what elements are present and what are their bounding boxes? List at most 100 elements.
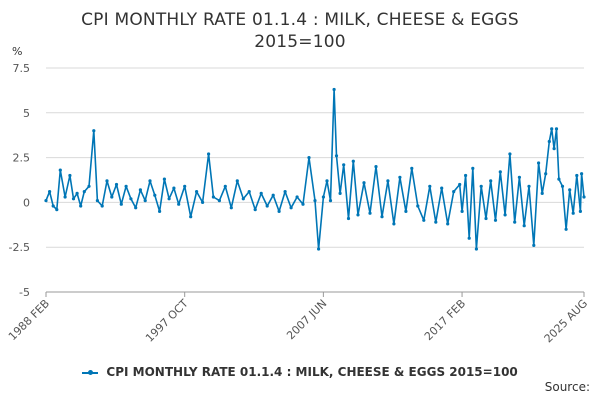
data-point [183, 184, 187, 188]
data-point [105, 179, 109, 183]
data-point [540, 191, 544, 195]
data-point [464, 173, 468, 178]
data-point [334, 154, 339, 158]
data-point [92, 129, 96, 133]
data-point [247, 190, 251, 194]
data-point [575, 173, 579, 178]
data-point [374, 165, 378, 169]
data-point [148, 179, 152, 183]
data-point [271, 193, 275, 197]
data-point [527, 184, 531, 188]
x-tick-label: 1997 OCT [143, 297, 191, 345]
data-point [295, 195, 299, 199]
data-point [143, 199, 147, 203]
legend-label: CPI MONTHLY RATE 01.1.4 : MILK, CHEESE &… [106, 365, 518, 379]
data-point [342, 163, 346, 167]
data-point [207, 152, 211, 156]
data-point [392, 222, 396, 226]
data-point [537, 161, 541, 165]
data-point [460, 209, 464, 213]
data-point [554, 127, 559, 131]
data-point [560, 184, 565, 188]
data-point [301, 202, 305, 206]
data-point [138, 188, 142, 192]
data-point [332, 87, 336, 92]
data-point [532, 243, 536, 247]
data-point [259, 191, 263, 195]
data-point [458, 182, 462, 187]
data-point [547, 139, 551, 144]
data-point [471, 166, 475, 170]
chart-title: CPI MONTHLY RATE 01.1.4 : MILK, CHEESE &… [81, 10, 519, 30]
data-point [325, 179, 329, 183]
data-point [474, 247, 478, 251]
data-point [44, 199, 48, 203]
data-point [416, 204, 420, 208]
data-point [129, 197, 133, 201]
data-point [110, 195, 114, 199]
data-point [235, 179, 239, 183]
data-point [580, 172, 584, 176]
data-point [517, 175, 522, 179]
legend[interactable]: CPI MONTHLY RATE 01.1.4 : MILK, CHEESE &… [0, 365, 600, 379]
data-point [253, 208, 257, 212]
data-point [48, 190, 52, 194]
data-point [277, 209, 281, 213]
data-point [557, 177, 561, 181]
data-point [508, 152, 512, 156]
data-point [582, 195, 586, 199]
data-point [440, 186, 444, 190]
data-point [544, 172, 548, 176]
data-point [467, 236, 471, 240]
data-point [100, 204, 104, 208]
data-point [338, 191, 342, 195]
data-point [452, 190, 456, 194]
data-point [410, 166, 414, 170]
x-tick-label: 2025 AUG [542, 297, 591, 346]
data-point [564, 227, 568, 231]
data-point [51, 204, 55, 208]
source-label: Source: [544, 380, 590, 394]
data-point [356, 213, 360, 217]
data-point [289, 206, 293, 210]
data-point [114, 182, 119, 187]
data-point [568, 188, 572, 192]
y-tick-label: -2.5 [9, 241, 30, 254]
data-point [484, 216, 488, 221]
data-point [63, 195, 67, 199]
data-point [55, 208, 59, 212]
data-point [398, 175, 402, 179]
data-point [172, 186, 176, 190]
data-point [68, 173, 72, 178]
data-point [328, 199, 333, 203]
data-point [283, 190, 287, 194]
data-point [201, 200, 205, 204]
x-tick-label: 1988 FEB [6, 297, 52, 343]
data-point [82, 190, 86, 194]
data-point [428, 184, 432, 188]
data-point [177, 202, 181, 206]
data-point [162, 177, 166, 181]
data-point [313, 199, 317, 203]
data-point [351, 159, 355, 163]
data-point [321, 195, 325, 199]
data-point [71, 197, 76, 201]
data-point [307, 156, 311, 160]
y-tick-label: 0 [23, 196, 30, 209]
data-point [578, 209, 583, 213]
chart-subtitle: 2015=100 [254, 32, 346, 52]
series-line [45, 88, 585, 250]
data-point [58, 168, 62, 172]
data-point [317, 247, 321, 251]
data-point [503, 213, 507, 217]
data-point [446, 222, 450, 226]
data-point [422, 218, 426, 222]
data-point [434, 220, 438, 224]
data-point [124, 184, 128, 188]
data-point [95, 199, 99, 203]
data-point [522, 224, 526, 228]
y-tick-label: -5 [19, 286, 30, 299]
data-point [217, 199, 221, 203]
